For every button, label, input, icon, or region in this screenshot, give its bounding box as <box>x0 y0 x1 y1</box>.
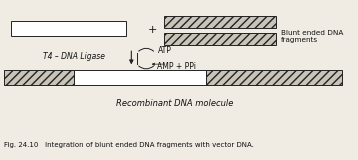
Bar <box>11 21 126 36</box>
Bar <box>164 33 276 45</box>
Text: ATP: ATP <box>158 46 171 55</box>
Bar <box>74 71 206 85</box>
Bar <box>206 71 342 85</box>
Text: +: + <box>147 25 157 35</box>
Bar <box>164 16 276 28</box>
Text: AMP + PPi: AMP + PPi <box>158 63 197 72</box>
Bar <box>4 71 74 85</box>
Text: T4 – DNA Ligase: T4 – DNA Ligase <box>43 52 105 61</box>
Text: Recombinant DNA molecule: Recombinant DNA molecule <box>116 99 233 108</box>
Text: Fig. 24.10   Integration of blunt ended DNA fragments with vector DNA.: Fig. 24.10 Integration of blunt ended DN… <box>4 142 254 148</box>
Text: Blunt ended DNA
fragments: Blunt ended DNA fragments <box>281 29 343 43</box>
